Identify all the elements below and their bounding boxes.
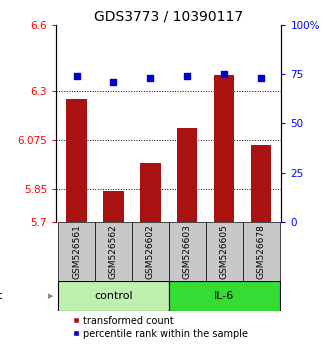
Legend: transformed count, percentile rank within the sample: transformed count, percentile rank withi…: [72, 316, 248, 339]
Title: GDS3773 / 10390117: GDS3773 / 10390117: [94, 10, 243, 24]
Text: agent: agent: [0, 291, 54, 301]
Text: GSM526605: GSM526605: [220, 224, 229, 279]
Text: IL-6: IL-6: [214, 291, 234, 301]
Bar: [169, 222, 206, 281]
Bar: [177, 128, 197, 222]
Bar: [58, 281, 169, 311]
Point: [221, 71, 227, 77]
Point: [111, 79, 116, 85]
Text: control: control: [94, 291, 133, 301]
Point: [259, 75, 264, 81]
Bar: [67, 99, 87, 222]
Bar: [251, 145, 271, 222]
Bar: [214, 75, 234, 222]
Bar: [206, 222, 243, 281]
Bar: [169, 281, 279, 311]
Text: GSM526602: GSM526602: [146, 224, 155, 279]
Point: [74, 73, 79, 79]
Bar: [243, 222, 279, 281]
Bar: [58, 222, 95, 281]
Bar: [132, 222, 169, 281]
Bar: [95, 222, 132, 281]
Bar: [103, 192, 123, 222]
Bar: [140, 163, 161, 222]
Point: [185, 73, 190, 79]
Text: GSM526603: GSM526603: [183, 224, 192, 279]
Text: GSM526561: GSM526561: [72, 224, 81, 279]
Text: GSM526678: GSM526678: [257, 224, 265, 279]
Text: GSM526562: GSM526562: [109, 224, 118, 279]
Point: [148, 75, 153, 81]
